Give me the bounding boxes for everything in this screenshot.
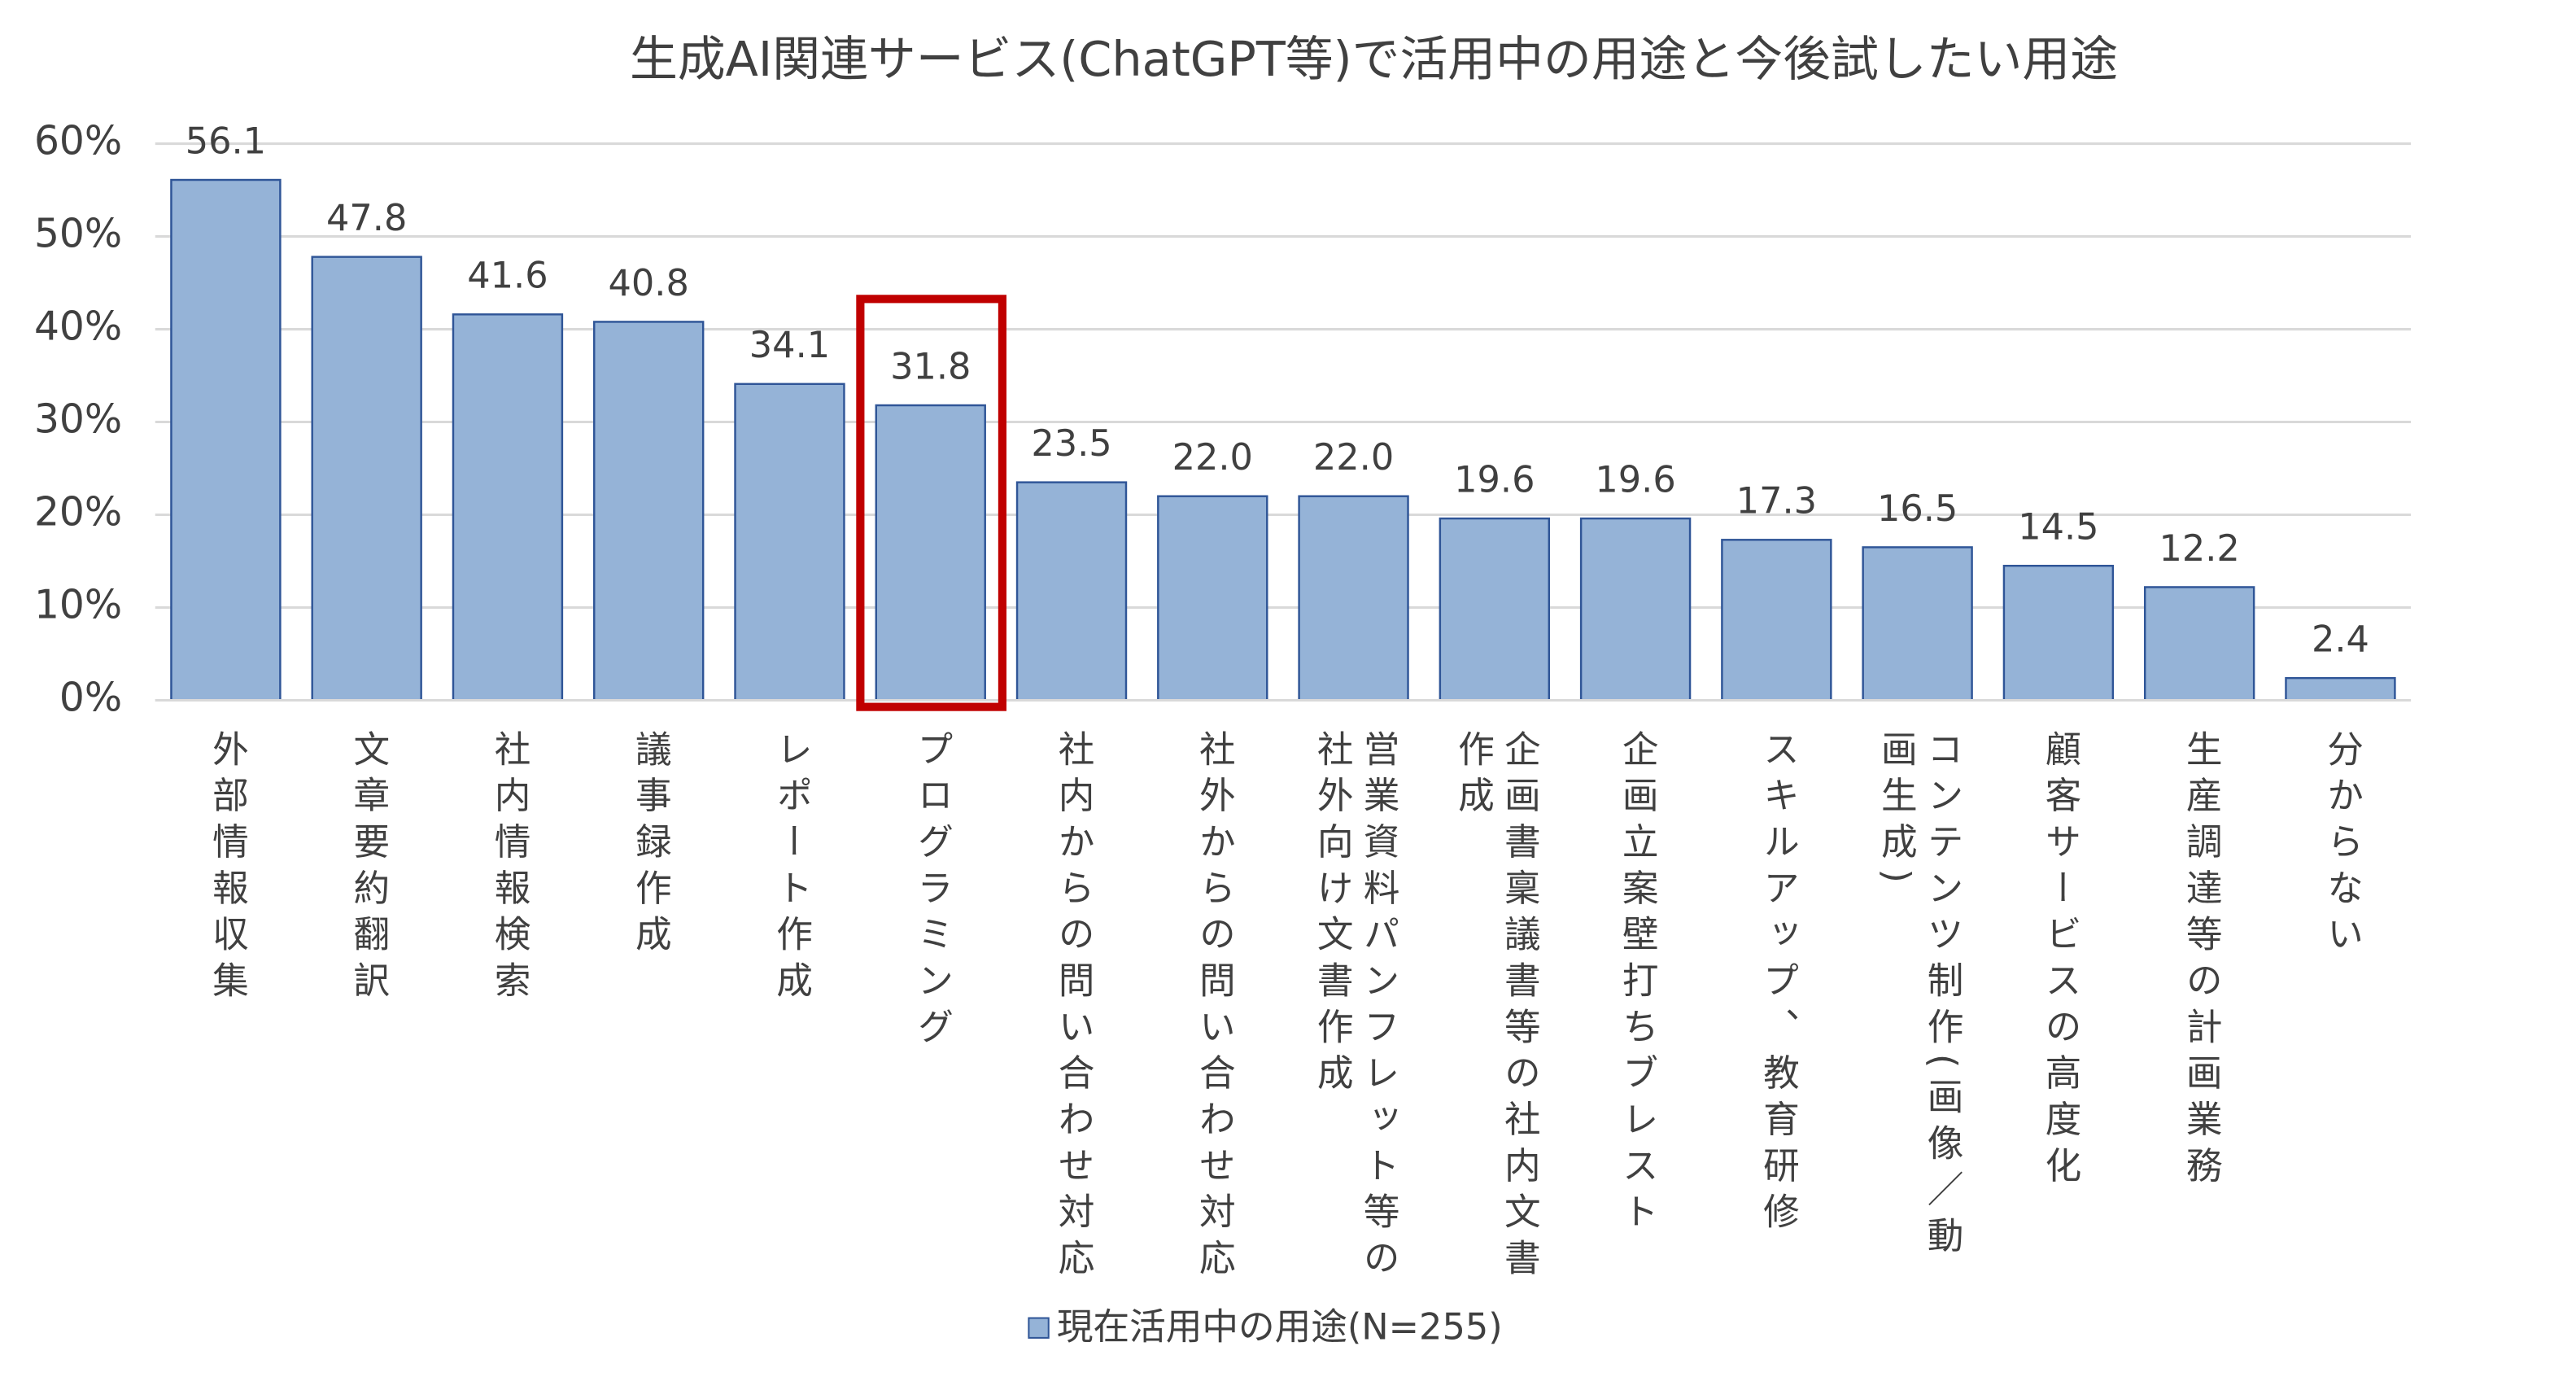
x-tick-label: 企画立案壁打ちブレスト [1615, 730, 1657, 1239]
value-label: 22.0 [1313, 436, 1394, 479]
x-tick-label: 営業資料パンフレット等の社外向け文書作成 [1310, 730, 1399, 1285]
bar [1579, 517, 1692, 702]
x-tick-label: スキルアップ、教育研修 [1757, 730, 1798, 1239]
y-tick-label: 20% [34, 490, 122, 536]
bar [1721, 539, 1832, 702]
x-tick-label: 生産調達等の計画業務 [2179, 730, 2221, 1193]
y-tick-label: 30% [34, 397, 122, 443]
value-label: 19.6 [1454, 458, 1535, 501]
value-label: 47.8 [326, 197, 407, 239]
bar [452, 313, 564, 702]
bar [1298, 495, 1409, 702]
x-tick-label: 議事録作成 [628, 730, 670, 962]
x-tick-label: コンテンツ制作(画像／動画生成) [1874, 730, 1963, 1263]
value-label: 2.4 [2312, 619, 2369, 661]
y-tick-label: 50% [34, 212, 122, 257]
legend-label: 現在活用中の用途(N=255) [1057, 1306, 1503, 1349]
value-label: 31.8 [890, 345, 971, 387]
value-label: 19.6 [1595, 458, 1675, 501]
x-tick-label: レポート作成 [770, 730, 811, 1008]
value-label: 14.5 [2018, 506, 2098, 549]
y-tick-label: 0% [59, 675, 122, 721]
bar [170, 178, 282, 702]
value-label: 40.8 [609, 262, 689, 304]
bar [2002, 565, 2115, 702]
bar [2143, 586, 2255, 702]
value-label: 17.3 [1736, 480, 1817, 522]
x-tick-label: 社内からの問い合わせ対応 [1051, 730, 1094, 1285]
bar [593, 321, 705, 702]
x-tick-label: 社外からの問い合わせ対応 [1192, 730, 1234, 1285]
value-label: 22.0 [1172, 436, 1253, 479]
value-label: 12.2 [2159, 527, 2239, 570]
bar [1439, 517, 1551, 702]
value-label: 34.1 [749, 324, 830, 366]
x-tick-label: 顧客サービスの高度化 [2038, 730, 2080, 1193]
bar [875, 404, 986, 702]
y-tick-label: 60% [34, 119, 122, 164]
value-label: 23.5 [1031, 422, 1111, 465]
value-label: 56.1 [186, 120, 266, 162]
value-label: 41.6 [467, 255, 548, 297]
y-tick-label: 10% [34, 583, 122, 628]
bar [1157, 495, 1268, 702]
highlight-box [856, 295, 1006, 711]
x-tick-label: 社内情報検索 [487, 730, 530, 1008]
value-label: 16.5 [1877, 487, 1958, 530]
legend-swatch [1028, 1317, 1050, 1339]
bar [2285, 676, 2396, 702]
y-tick-label: 40% [34, 304, 122, 350]
chart-title: 生成AI関連サービス(ChatGPT等)で活用中の用途と今後試したい用途 [630, 31, 2118, 87]
bar [1862, 546, 1973, 702]
x-tick-label: 分からない [2321, 730, 2362, 962]
x-tick-label: プログラミング [910, 730, 953, 1054]
bar [1015, 481, 1128, 702]
x-tick-label: 企画書稟議書等の社内文書作成 [1452, 730, 1539, 1285]
bar [311, 256, 422, 702]
x-tick-label: 文章要約翻訳 [347, 730, 389, 1008]
x-tick-label: 外部情報収集 [206, 730, 247, 1008]
bar [734, 382, 845, 702]
